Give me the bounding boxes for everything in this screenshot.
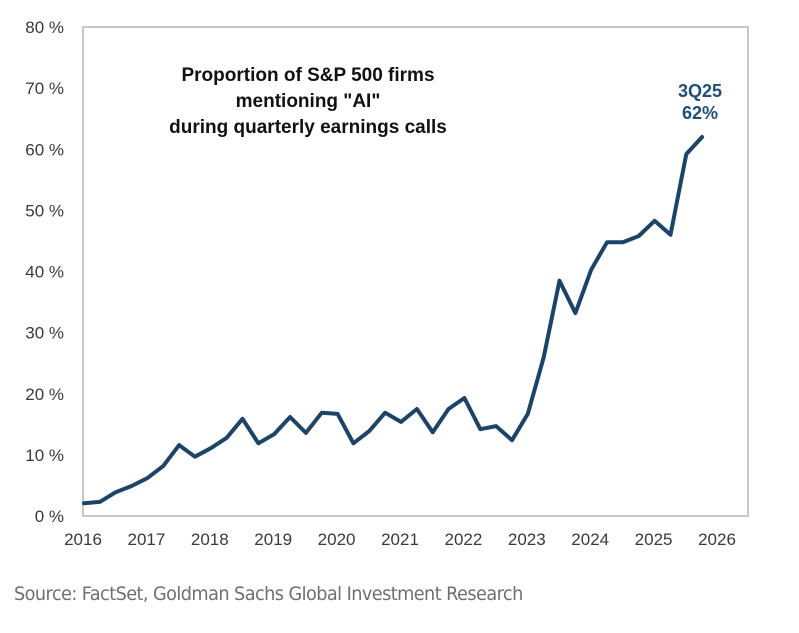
x-tick-label: 2023 <box>508 530 546 549</box>
x-tick-label: 2021 <box>381 530 419 549</box>
x-tick-label: 2022 <box>444 530 482 549</box>
y-tick-label: 70 % <box>25 79 64 98</box>
x-tick-label: 2017 <box>127 530 165 549</box>
y-tick-label: 40 % <box>25 263 64 282</box>
series-line <box>82 135 705 506</box>
x-tick-label: 2020 <box>318 530 356 549</box>
source-note: Source: FactSet, Goldman Sachs Global In… <box>14 583 523 605</box>
y-tick-label: 50 % <box>25 201 64 220</box>
y-tick-label: 80 % <box>25 18 64 37</box>
x-tick-label: 2025 <box>635 530 673 549</box>
x-axis-ticks: 2016 2017 2018 2019 2020 2021 2022 2023 2024 2025… <box>64 530 736 549</box>
x-tick-label: 2019 <box>254 530 292 549</box>
chart: 0 % 10 % 20 % 30 % 40 % 50 % 60 % 70 % 80 % 2016… <box>25 18 749 549</box>
x-tick-label: 2026 <box>698 530 736 549</box>
chart-title-line-2: mentioning "AI" <box>236 91 381 112</box>
y-tick-label: 30 % <box>25 324 64 343</box>
y-tick-label: 60 % <box>25 140 64 159</box>
chart-title-line-3: during quarterly earnings calls <box>169 117 447 138</box>
x-tick-label: 2018 <box>191 530 229 549</box>
y-tick-label: 0 % <box>35 507 64 526</box>
y-tick-label: 10 % <box>25 446 64 465</box>
x-tick-label: 2024 <box>571 530 609 549</box>
annotation-quarter: 3Q25 <box>678 81 722 101</box>
annotation-value: 62% <box>682 103 718 123</box>
y-tick-label: 20 % <box>25 385 64 404</box>
x-tick-label: 2016 <box>64 530 102 549</box>
y-axis-ticks: 0 % 10 % 20 % 30 % 40 % 50 % 60 % 70 % 80 % <box>25 18 64 526</box>
plot-frame <box>82 26 749 517</box>
chart-title-line-1: Proportion of S&P 500 firms <box>181 65 434 86</box>
